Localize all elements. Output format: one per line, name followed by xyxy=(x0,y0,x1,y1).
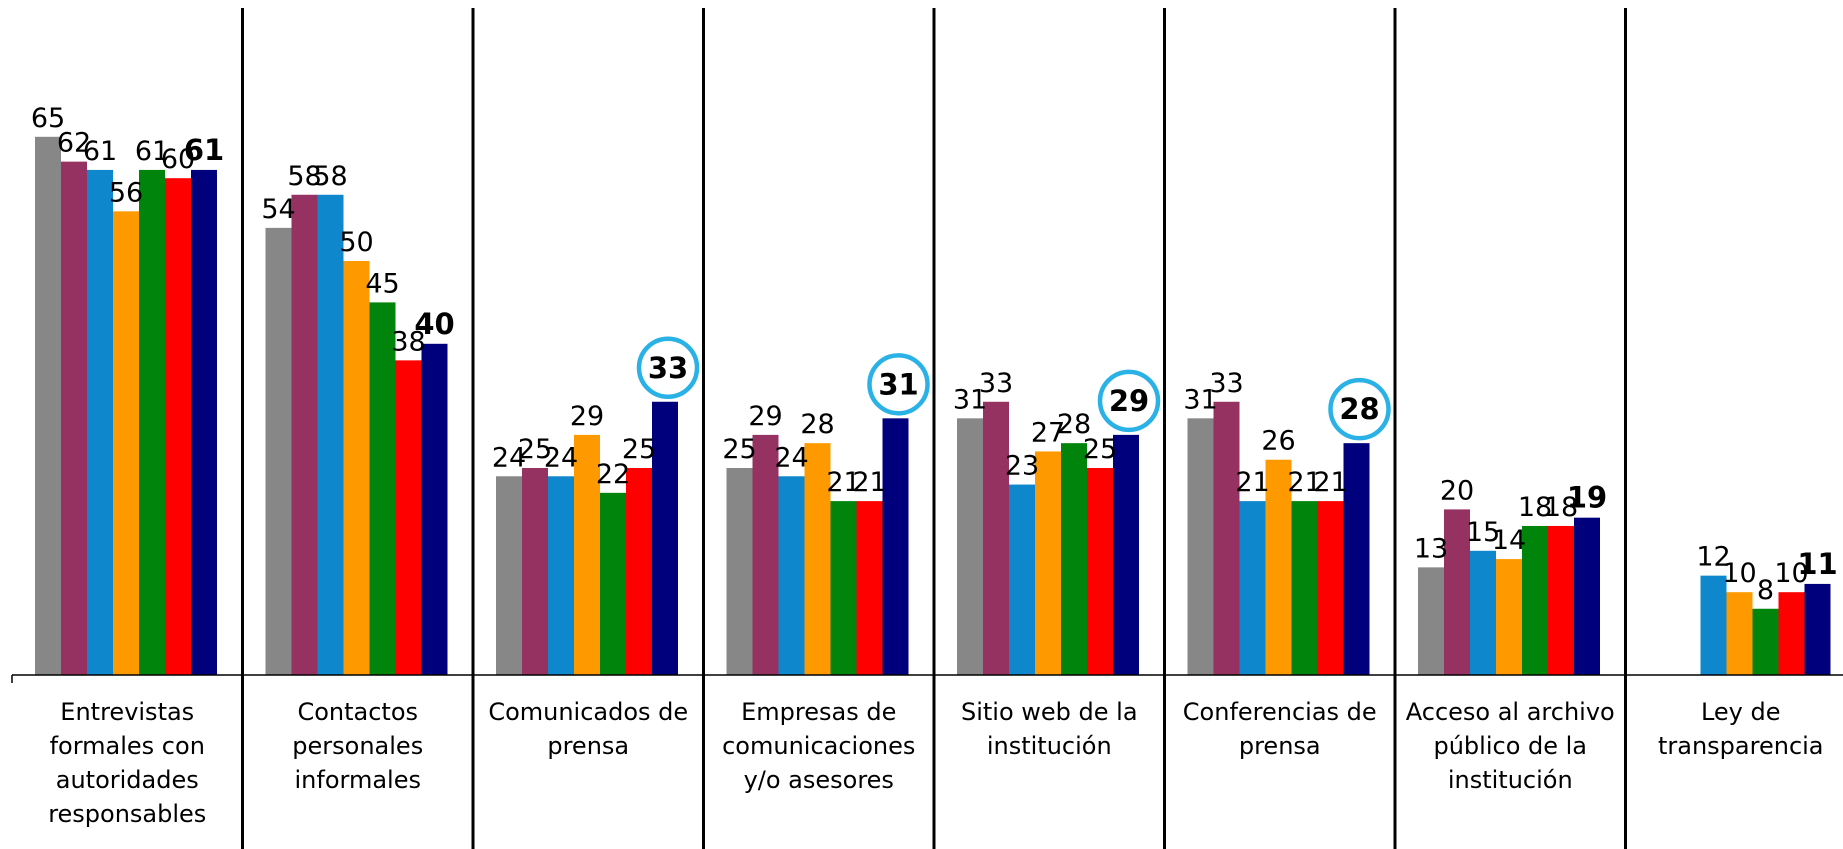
value-label: 61 xyxy=(184,133,224,167)
x-axis xyxy=(12,675,1843,683)
value-label: 54 xyxy=(261,194,295,225)
bar xyxy=(87,170,113,675)
category-label: Contactos personales informales xyxy=(292,698,423,794)
value-label: 29 xyxy=(570,401,604,432)
value-label: 50 xyxy=(339,227,373,258)
value-label: 29 xyxy=(748,401,782,432)
bar xyxy=(957,418,983,675)
bar xyxy=(1087,468,1113,675)
value-label: 33 xyxy=(1209,368,1243,399)
value-label: 24 xyxy=(544,442,578,473)
value-label: 28 xyxy=(1339,392,1379,426)
category-label: Entrevistas formales con autoridades respon… xyxy=(48,698,206,828)
bar xyxy=(422,344,448,675)
value-label: 13 xyxy=(1414,533,1448,564)
bar xyxy=(1701,576,1727,675)
value-label: 56 xyxy=(109,177,143,208)
bar xyxy=(831,501,857,675)
bar xyxy=(1292,501,1318,675)
value-label: 61 xyxy=(83,136,117,167)
bar xyxy=(1574,518,1600,675)
value-label: 8 xyxy=(1757,575,1774,606)
bar xyxy=(396,360,422,675)
value-label: 20 xyxy=(1440,475,1474,506)
bar xyxy=(1061,443,1087,675)
category-label: Comunicados de prensa xyxy=(488,698,688,760)
bar xyxy=(165,178,191,675)
bar xyxy=(344,261,370,675)
value-label: 31 xyxy=(878,367,918,401)
bar xyxy=(522,468,548,675)
bar xyxy=(139,170,165,675)
bar xyxy=(626,468,652,675)
value-label: 25 xyxy=(1083,434,1117,465)
bar xyxy=(1805,584,1831,675)
bar xyxy=(1418,567,1444,675)
value-label: 40 xyxy=(414,307,454,341)
value-label: 25 xyxy=(622,434,656,465)
value-label: 24 xyxy=(774,442,808,473)
value-label: 33 xyxy=(979,368,1013,399)
bar xyxy=(1496,559,1522,675)
bar xyxy=(370,302,396,675)
value-label: 28 xyxy=(800,409,834,440)
bar xyxy=(292,195,318,675)
bar xyxy=(1240,501,1266,675)
category-label: Conferencias de prensa xyxy=(1183,698,1377,760)
bar xyxy=(1470,551,1496,675)
value-label: 19 xyxy=(1567,481,1607,515)
value-label: 23 xyxy=(1005,451,1039,482)
bar xyxy=(727,468,753,675)
value-label: 33 xyxy=(648,351,688,385)
bar xyxy=(35,137,61,675)
category-label: Empresas de comunicaciones y/o asesores xyxy=(722,698,915,794)
bar xyxy=(113,211,139,675)
bar xyxy=(191,170,217,675)
category-label: Acceso al archivo público de la institució… xyxy=(1406,698,1615,794)
bar xyxy=(61,162,87,675)
bar xyxy=(1009,485,1035,675)
bar xyxy=(983,402,1009,675)
value-label: 11 xyxy=(1797,547,1837,581)
value-label: 21 xyxy=(1235,467,1269,498)
bar xyxy=(1779,592,1805,675)
bar xyxy=(266,228,292,675)
bar xyxy=(600,493,626,675)
bar xyxy=(1113,435,1139,675)
bar xyxy=(1548,526,1574,675)
value-label: 26 xyxy=(1261,426,1295,457)
value-label: 21 xyxy=(852,467,886,498)
category-labels: Entrevistas formales con autoridades respon… xyxy=(48,698,1823,828)
bar xyxy=(779,476,805,675)
bar xyxy=(548,476,574,675)
bar xyxy=(318,195,344,675)
bar xyxy=(1035,451,1061,675)
value-label: 58 xyxy=(313,161,347,192)
value-label: 29 xyxy=(1109,384,1149,418)
bar xyxy=(496,476,522,675)
bar xyxy=(1188,418,1214,675)
category-label: Sitio web de la institución xyxy=(961,698,1138,760)
value-label: 25 xyxy=(722,434,756,465)
value-label: 14 xyxy=(1492,525,1526,556)
bar xyxy=(883,418,909,675)
value-label: 21 xyxy=(1313,467,1347,498)
category-label: Ley de transparencia xyxy=(1658,698,1824,760)
value-label: 45 xyxy=(365,268,399,299)
bar xyxy=(1214,402,1240,675)
bar xyxy=(857,501,883,675)
bar xyxy=(1727,592,1753,675)
value-label: 10 xyxy=(1722,558,1756,589)
bar xyxy=(1318,501,1344,675)
bar xyxy=(1753,609,1779,675)
